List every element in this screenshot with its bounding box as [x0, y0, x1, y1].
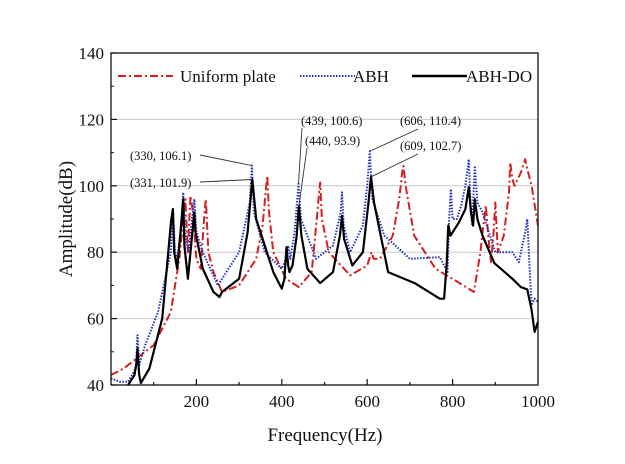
annotation-label: (331, 101.9) — [130, 176, 191, 190]
x-tick-label: 200 — [184, 392, 210, 411]
y-tick-label: 140 — [79, 44, 105, 63]
y-tick-label: 60 — [87, 310, 104, 329]
x-tick-label: 600 — [354, 392, 380, 411]
annotations: (330, 106.1) (331, 101.9) (439, 100.6) (440… — [130, 114, 461, 207]
series-group — [110, 150, 540, 386]
series-line-0 — [110, 158, 539, 376]
annotation-label: (439, 100.6) — [301, 114, 362, 128]
y-tick-label: 80 — [87, 243, 104, 262]
annotation-leader — [369, 128, 419, 152]
x-tick-label: 800 — [440, 392, 466, 411]
axis-ticks: 40 60 80 100 120 140 200 400 600 800 1000 — [79, 44, 556, 411]
annotation-label: (606, 110.4) — [400, 114, 461, 128]
legend-label-1: ΑBH — [353, 67, 389, 86]
x-tick-label: 400 — [269, 392, 295, 411]
annotation-label: (609, 102.7) — [400, 139, 461, 153]
annotation-label: (330, 106.1) — [130, 149, 191, 163]
x-tick-label: 1000 — [521, 392, 555, 411]
legend-label-0: Uniform plate — [180, 67, 276, 86]
annotation-leader — [370, 153, 419, 178]
annotation-label: (440, 93.9) — [305, 134, 360, 148]
annotation-leader — [199, 154, 252, 166]
y-tick-label: 120 — [79, 110, 105, 129]
y-axis-title: Amplitude(dB) — [56, 161, 77, 277]
y-tick-label: 100 — [79, 177, 105, 196]
y-tick-label: 40 — [87, 376, 104, 395]
annotation-leader — [199, 179, 253, 183]
annotation-leader — [298, 147, 308, 207]
legend: Uniform plate ΑBH ΑBH-DO — [118, 67, 532, 86]
annotation-leader — [298, 127, 303, 184]
x-axis-title: Frequency(Hz) — [267, 425, 382, 446]
series-line-2 — [127, 175, 540, 386]
legend-label-2: ΑBH-DO — [466, 67, 532, 86]
grid-lines — [111, 118, 538, 320]
